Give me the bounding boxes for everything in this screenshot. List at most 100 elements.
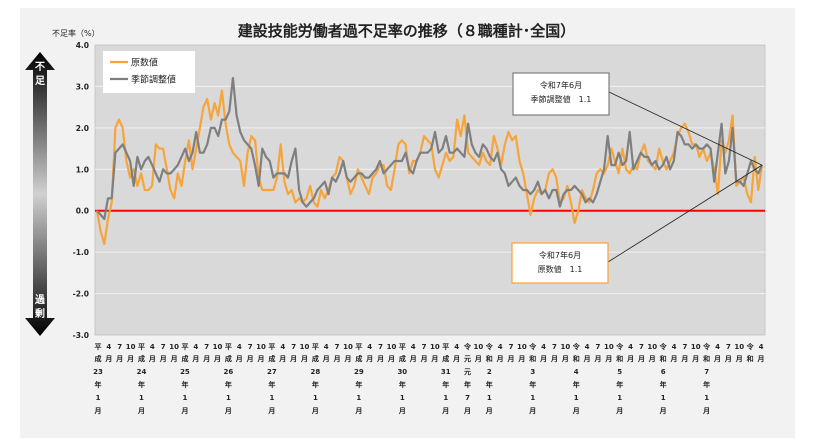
x-year-label: 年 xyxy=(464,380,471,389)
x-tick-label: 月 xyxy=(191,355,199,363)
x-tick-label: 10 xyxy=(387,343,397,351)
x-year-label: 年 xyxy=(138,380,145,389)
x-year-label: 23 xyxy=(93,368,103,376)
x-tick-label: 月 xyxy=(517,355,525,363)
x-tick-label: 4 xyxy=(237,343,242,351)
x-tick-label: 月 xyxy=(593,355,601,363)
x-tick-label: 月 xyxy=(126,355,134,363)
x-tick-label: 7 xyxy=(378,343,383,351)
x-tick-label: 月 xyxy=(604,355,612,363)
x-year-label: 29 xyxy=(354,368,364,376)
x-tick-label: 令 xyxy=(746,342,755,351)
x-tick-label: 7 xyxy=(291,343,296,351)
x-year-label: 1 xyxy=(356,394,361,402)
x-year-label: 1 xyxy=(139,394,144,402)
x-year-label: 年 xyxy=(529,380,536,389)
x-year-label: 月 xyxy=(94,407,102,415)
x-tick-label: 7 xyxy=(161,343,166,351)
x-tick-label: 月 xyxy=(278,355,286,363)
x-tick-label: 4 xyxy=(367,343,372,351)
x-tick-label: 令 xyxy=(463,342,472,351)
x-tick-label: 月 xyxy=(680,355,688,363)
y-axis-label: 不足率（%） xyxy=(52,29,100,38)
x-tick-label: 月 xyxy=(539,355,547,363)
x-tick-label: 成 xyxy=(138,354,145,363)
x-tick-label: 4 xyxy=(150,343,155,351)
x-year-label: 7 xyxy=(465,394,470,402)
shortage-surplus-arrow xyxy=(25,52,55,336)
arrow-label-bottom: 過 xyxy=(34,293,46,306)
x-tick-label: 月 xyxy=(757,355,765,363)
callout-text: 季節調整値 1.1 xyxy=(531,94,592,104)
callout-text: 原数値 1.1 xyxy=(538,264,583,274)
x-year-label: 2 xyxy=(487,368,492,376)
x-tick-label: 10 xyxy=(734,343,744,351)
x-year-label: 月 xyxy=(224,407,232,415)
x-tick-label: 月 xyxy=(648,355,656,363)
x-tick-label: 4 xyxy=(324,343,329,351)
x-tick-label: 成 xyxy=(181,354,188,363)
x-year-label: 月 xyxy=(180,407,188,415)
x-tick-label: 4 xyxy=(585,343,590,351)
callout-text: 令和7年6月 xyxy=(539,250,581,260)
x-tick-label: 10 xyxy=(604,343,614,351)
x-tick-label: 月 xyxy=(496,355,504,363)
x-tick-label: 成 xyxy=(355,354,362,363)
x-year-label: 年 xyxy=(573,380,580,389)
x-year-label: 月 xyxy=(267,407,275,415)
x-tick-label: 月 xyxy=(246,355,254,363)
x-tick-label: 月 xyxy=(583,355,591,363)
x-tick-label: 10 xyxy=(169,343,179,351)
x-year-label: 月 xyxy=(311,407,319,415)
x-year-label: 年 xyxy=(703,380,710,389)
x-tick-label: 月 xyxy=(430,355,438,363)
x-tick-label: 10 xyxy=(517,343,527,351)
x-year-label: 1 xyxy=(443,394,448,402)
x-year-label: 1 xyxy=(487,394,492,402)
arrow-label-bottom: 剰 xyxy=(34,307,45,320)
x-tick-label: 月 xyxy=(289,355,297,363)
arrow-label-top: 不 xyxy=(35,61,45,73)
x-tick-label: 月 xyxy=(159,355,167,363)
x-tick-label: 成 xyxy=(268,354,275,363)
x-tick-label: 月 xyxy=(637,355,645,363)
x-tick-label: 令 xyxy=(528,342,537,351)
x-tick-label: 和 xyxy=(528,354,536,363)
x-tick-label: 4 xyxy=(280,343,285,351)
y-tick-label: -2.0 xyxy=(73,290,89,299)
x-tick-label: 令 xyxy=(615,342,624,351)
legend-box xyxy=(103,51,195,93)
x-year-label: 年 xyxy=(225,380,232,389)
x-tick-label: 平 xyxy=(138,343,145,351)
x-tick-label: 7 xyxy=(509,343,514,351)
x-year-label: 月 xyxy=(485,407,493,415)
x-tick-label: 月 xyxy=(104,355,112,363)
x-year-label: 24 xyxy=(137,368,147,376)
x-year-label: 1 xyxy=(96,394,101,402)
x-tick-label: 和 xyxy=(702,354,710,363)
x-tick-label: 7 xyxy=(248,343,253,351)
x-tick-label: 7 xyxy=(335,343,340,351)
x-tick-label: 月 xyxy=(507,355,515,363)
x-tick-label: 10 xyxy=(691,343,701,351)
y-tick-label: 2.0 xyxy=(76,124,89,133)
x-year-label: 4 xyxy=(574,368,579,376)
legend-label: 季節調整値 xyxy=(131,74,176,86)
x-tick-label: 月 xyxy=(148,355,156,363)
x-year-label: 年 xyxy=(268,380,275,389)
x-tick-label: 10 xyxy=(474,343,484,351)
x-tick-label: 10 xyxy=(126,343,136,351)
x-tick-label: 7 xyxy=(639,343,644,351)
x-year-label: 1 xyxy=(183,394,188,402)
x-tick-label: 月 xyxy=(322,355,330,363)
x-year-label: 年 xyxy=(616,380,623,389)
x-tick-label: 和 xyxy=(615,354,623,363)
x-tick-label: 月 xyxy=(300,355,308,363)
x-tick-label: 4 xyxy=(759,343,764,351)
x-year-label: 3 xyxy=(530,368,535,376)
x-tick-label: 月 xyxy=(550,355,558,363)
x-year-label: 7 xyxy=(704,368,709,376)
x-tick-label: 令 xyxy=(659,342,668,351)
x-year-label: 6 xyxy=(661,368,666,376)
x-year-label: 1 xyxy=(269,394,274,402)
